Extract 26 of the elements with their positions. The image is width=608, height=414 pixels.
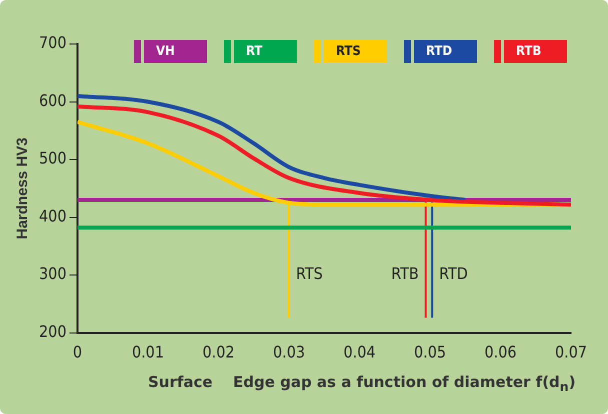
x-axis-title: Edge gap as a function of diameter f(d$_{n}$)	[233, 373, 576, 394]
y-tick-label: 600	[39, 90, 66, 110]
ref-line-label: RTS	[296, 264, 323, 284]
ref-line-label: RTD	[439, 264, 468, 284]
y-tick-label: 500	[39, 148, 66, 168]
x-tick-label: 0	[72, 342, 82, 362]
y-axis-title: Hardness HV3	[14, 138, 32, 240]
ref-line-label: RTB	[391, 264, 419, 284]
legend-key: VH	[134, 40, 207, 63]
x-tick-label: 0.04	[343, 342, 376, 362]
text: Surface	[148, 373, 213, 391]
x-tick-label: 0.02	[202, 342, 234, 362]
legend-key: RT	[224, 40, 297, 63]
x-tick-label: 0.03	[272, 342, 306, 362]
y-tick-label: 200	[39, 322, 66, 341]
legend-key: RTB	[494, 40, 567, 63]
x-tick-label: 0.01	[132, 342, 164, 362]
y-tick-label: 300	[39, 264, 66, 284]
x-tick-label: 0.07	[554, 342, 588, 362]
legend-key: RTS	[314, 40, 387, 63]
line-series	[77, 94, 468, 202]
legend-key: RTD	[404, 40, 477, 63]
x-tick-label: 0.05	[414, 342, 446, 362]
y-tick-label: 700	[39, 33, 66, 52]
y-tick-label: 400	[39, 206, 66, 226]
x-tick-label: 0.06	[484, 342, 517, 362]
